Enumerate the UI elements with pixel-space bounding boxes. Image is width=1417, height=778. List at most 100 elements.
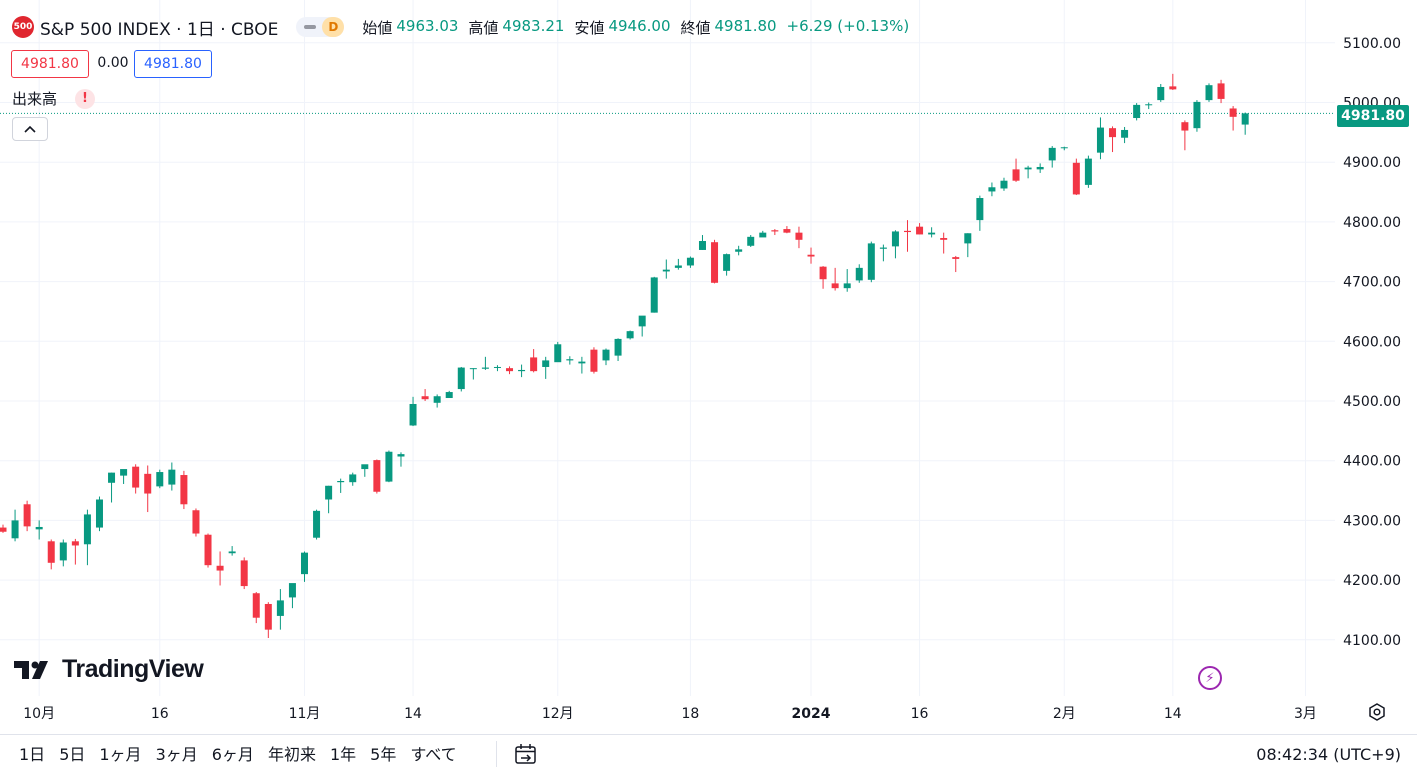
minus-icon [304, 25, 317, 29]
settings-icon[interactable] [1366, 701, 1388, 723]
symbol-title[interactable]: S&P 500 INDEX · 1日 · CBOE [40, 19, 279, 40]
candle-body [1217, 83, 1225, 99]
candle-body [1205, 85, 1213, 101]
candle-body [168, 469, 176, 485]
candle-body [1060, 147, 1068, 149]
price-axis: 4100.00 4200.00 4300.00 4400.00 4500.00 4600.… [1343, 36, 1401, 649]
time-tick-label: 2月 [1053, 706, 1076, 722]
candle-body [481, 367, 489, 369]
change-value: +6.29 (+0.13%) [786, 16, 910, 35]
candle-body [1048, 147, 1056, 161]
candle-body [952, 257, 960, 259]
candle-body [976, 198, 984, 221]
price-tick-label: 4700.00 [1343, 275, 1401, 291]
candle-body [457, 367, 465, 390]
candle-body [433, 396, 441, 403]
go-to-date-button[interactable] [512, 741, 540, 767]
candle-body [469, 368, 477, 370]
range-1m-button[interactable]: 1ヶ月 [99, 745, 142, 764]
candle-body [602, 349, 610, 361]
high-label: 高値 [468, 18, 499, 37]
low-value: 4946.00 [608, 16, 671, 35]
candle-body [1193, 101, 1201, 129]
candle-body [1072, 162, 1080, 195]
candle-body [361, 464, 369, 470]
candle-body [1084, 158, 1092, 185]
time-tick-label: 12月 [542, 706, 574, 722]
high-value: 4983.21 [502, 16, 565, 35]
symbol-header: 500 S&P 500 INDEX · 1日 · CBOE D 始値 4963.… [12, 15, 915, 40]
candle-body [542, 360, 550, 367]
range-all-button[interactable]: すべて [410, 745, 457, 764]
candle-body [156, 472, 164, 487]
price-tick-label: 4400.00 [1343, 454, 1401, 470]
market-status-badge[interactable]: D [322, 17, 345, 37]
candle-body [506, 368, 514, 372]
candle-body [83, 514, 91, 545]
buy-price-button[interactable]: 4981.80 [134, 50, 212, 78]
tradingview-logo[interactable]: TradingView [14, 655, 204, 684]
range-5d-button[interactable]: 5日 [59, 745, 86, 764]
lightning-icon[interactable]: ⚡ [1198, 666, 1222, 690]
price-tick-label: 4500.00 [1343, 394, 1401, 410]
candle-body [855, 267, 863, 281]
warning-icon[interactable]: ! [75, 88, 96, 109]
chart-grid [0, 0, 1335, 696]
candle-body [650, 277, 658, 313]
clock-timezone[interactable]: 08:42:34 (UTC+9) [1256, 745, 1401, 764]
candle-body [373, 460, 381, 492]
candle-body [795, 232, 803, 240]
candle-body [626, 331, 634, 339]
candle-body [325, 485, 333, 500]
candle-body [1012, 169, 1020, 181]
close-label: 終値 [680, 18, 711, 37]
candle-body [493, 366, 501, 368]
time-axis: 10月 16 11月 14 12月 18 2024 16 2月 14 3月 [23, 706, 1317, 722]
range-5y-button[interactable]: 5年 [370, 745, 397, 764]
market-status-pill[interactable]: D [296, 17, 345, 37]
range-6m-button[interactable]: 6ヶ月 [211, 745, 254, 764]
candle-body [288, 583, 296, 598]
volume-indicator[interactable]: 出来高 ! [12, 88, 96, 109]
candle-body [132, 466, 140, 488]
candle-body [771, 230, 779, 232]
candle-body [831, 283, 839, 289]
price-chart[interactable]: 4100.00 4200.00 4300.00 4400.00 4500.00 4600.… [0, 0, 1417, 734]
price-tick-label: 4100.00 [1343, 633, 1401, 649]
candle-body [638, 315, 646, 327]
candle-body [843, 283, 851, 289]
candle-body [216, 565, 224, 571]
close-value: 4981.80 [714, 16, 777, 35]
candle-body [566, 359, 574, 361]
candle-body [108, 472, 116, 483]
candle-body [1109, 128, 1117, 138]
sell-price-button[interactable]: 4981.80 [11, 50, 89, 78]
ohlc-values: 始値 4963.03 高値 4983.21 安値 4946.00 終値 4981… [362, 17, 915, 38]
price-tick-label: 5100.00 [1343, 36, 1401, 52]
tradingview-logo-icon [14, 660, 48, 679]
candle-body [276, 600, 284, 616]
range-3m-button[interactable]: 3ヶ月 [155, 745, 198, 764]
candle-body [23, 504, 31, 527]
candle-body [1024, 167, 1032, 170]
range-1y-button[interactable]: 1年 [329, 745, 357, 764]
time-tick-label: 14 [1164, 706, 1182, 722]
collapse-legend-button[interactable] [12, 117, 48, 141]
candle-body [867, 243, 875, 280]
candle-body [759, 232, 767, 238]
date-range-buttons: 1日 5日 1ヶ月 3ヶ月 6ヶ月 年初来 1年 5年 すべて [12, 743, 464, 767]
candle-body [313, 510, 321, 538]
price-tick-label: 4800.00 [1343, 215, 1401, 231]
candle-body [35, 526, 43, 530]
candle-body [180, 475, 188, 505]
candle-body [530, 357, 538, 372]
candle-body [264, 603, 272, 630]
range-1d-button[interactable]: 1日 [19, 745, 46, 764]
candle-body [337, 480, 345, 483]
candle-body [578, 361, 586, 364]
open-value: 4963.03 [396, 16, 459, 35]
time-tick-label: 18 [682, 706, 700, 722]
symbol-logo-icon[interactable]: 500 [12, 16, 34, 38]
range-ytd-button[interactable]: 年初来 [267, 745, 316, 764]
chevron-up-icon [24, 125, 36, 133]
